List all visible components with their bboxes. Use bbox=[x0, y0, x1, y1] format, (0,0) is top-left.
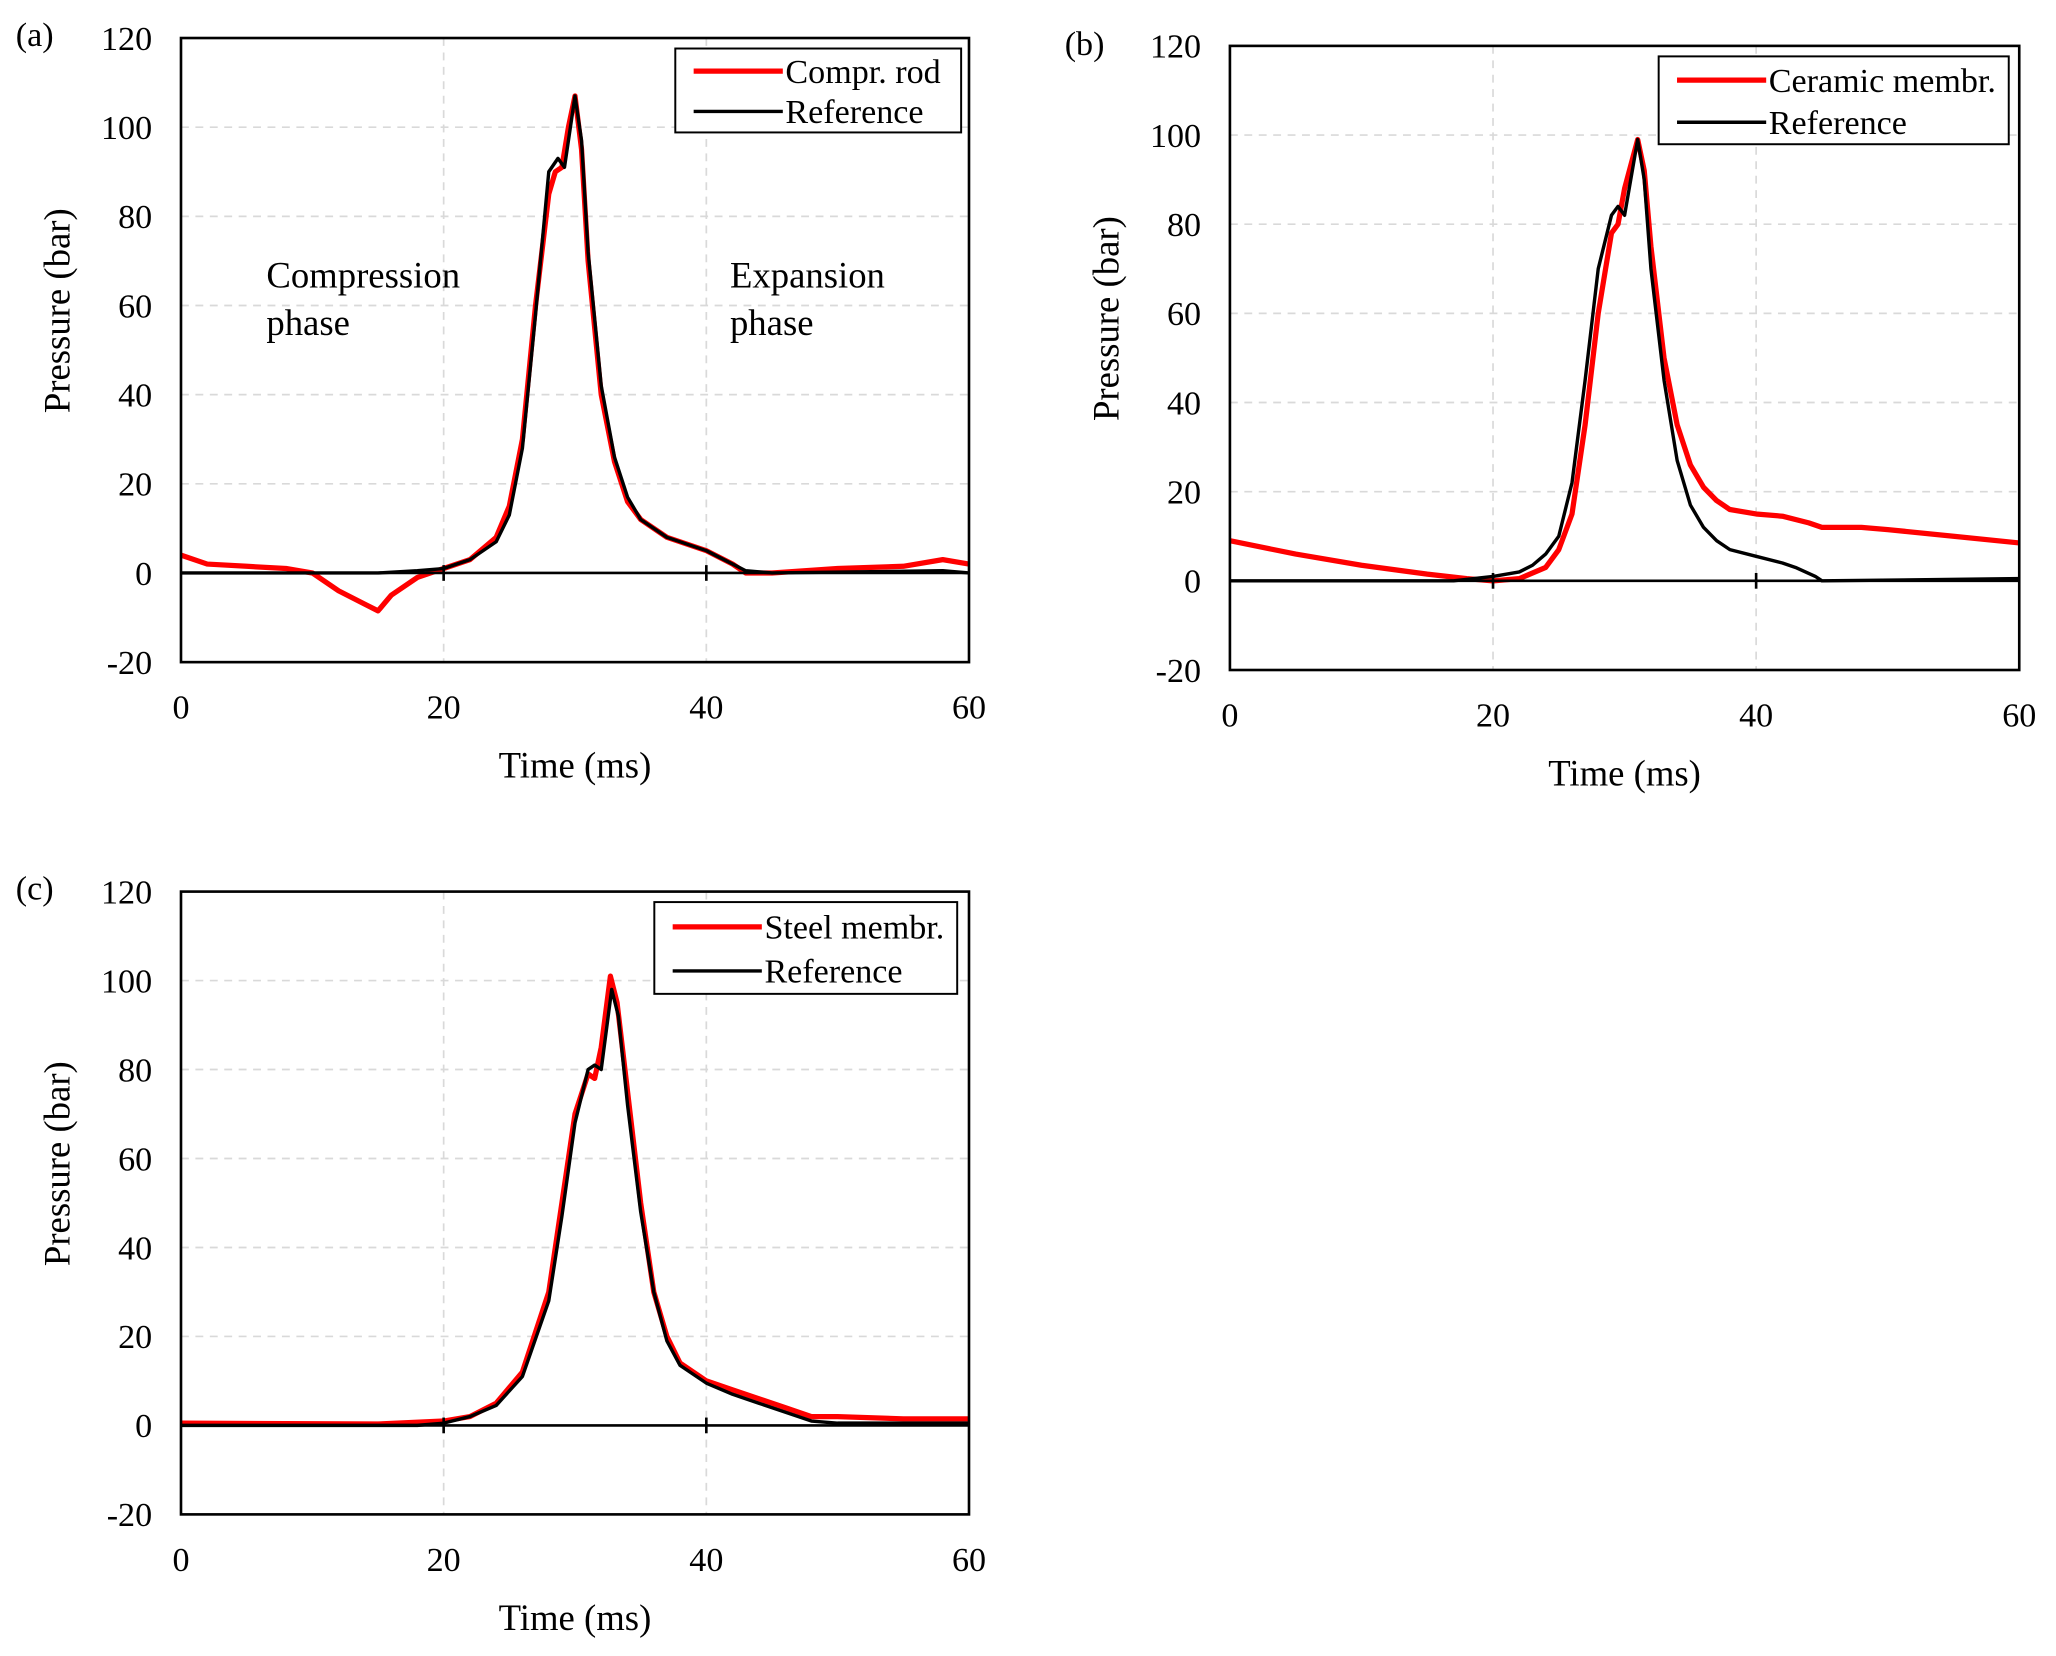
y-tick-label: -20 bbox=[107, 1497, 152, 1534]
plot-frame bbox=[179, 890, 971, 1516]
panel-label: (b) bbox=[1065, 26, 1105, 63]
y-tick-label: 60 bbox=[1167, 296, 1201, 333]
x-tick-label: 60 bbox=[2002, 697, 2036, 734]
panel-label: (a) bbox=[16, 17, 54, 54]
y-tick-label: 60 bbox=[118, 1141, 152, 1178]
y-tick-label: 40 bbox=[118, 377, 152, 414]
series-line-reference bbox=[180, 94, 970, 575]
plot-frame bbox=[1228, 44, 2021, 672]
y-tick-label: 20 bbox=[1167, 474, 1201, 511]
legend-label: Reference bbox=[1769, 105, 1907, 142]
x-tick-label: 20 bbox=[427, 1542, 461, 1579]
y-axis-label: Pressure (bar) bbox=[1085, 216, 1126, 421]
panel-label: (c) bbox=[16, 870, 54, 907]
x-axis-label: Time (ms) bbox=[499, 745, 652, 786]
y-axis-label: Pressure (bar) bbox=[37, 208, 78, 413]
legend-box bbox=[674, 47, 963, 134]
annotation-text: phase bbox=[266, 302, 350, 343]
x-tick-label: 60 bbox=[952, 690, 986, 727]
chart-panel-c: (c) -20 0 20 40 60 80 100 120 0 20 40 60 Time (ms) Pre… bbox=[16, 870, 986, 1637]
chart-panel-b: (b) -20 0 20 40 60 80 100 120 0 20 40 60 Time (ms) Pre… bbox=[1065, 26, 2037, 793]
y-tick-label: 60 bbox=[118, 288, 152, 325]
y-tick-label: 40 bbox=[118, 1230, 152, 1267]
y-tick-label: 80 bbox=[118, 1052, 152, 1089]
annotation-text: Compression bbox=[266, 255, 460, 296]
x-tick-label: 0 bbox=[172, 690, 189, 727]
y-tick-label: 100 bbox=[1150, 118, 1201, 155]
y-tick-label: 100 bbox=[101, 963, 152, 1000]
legend: Ceramic membr. Reference bbox=[1657, 55, 2010, 146]
y-tick-label: 80 bbox=[118, 199, 152, 236]
chart-panel-a: (a) -20 0 20 40 60 80 100 120 0 20 40 60 Time (ms) Pre… bbox=[16, 17, 986, 786]
legend-label: Reference bbox=[785, 94, 923, 131]
y-tick-label: -20 bbox=[1156, 653, 1201, 690]
legend-label: Steel membr. bbox=[764, 910, 944, 947]
x-axis-label: Time (ms) bbox=[1548, 752, 1701, 793]
series-line-compr-rod bbox=[180, 93, 970, 614]
series-line-reference bbox=[1229, 137, 2020, 583]
y-tick-label: 80 bbox=[1167, 207, 1201, 244]
y-tick-label: 0 bbox=[1184, 564, 1201, 601]
series-line-steel-membr- bbox=[180, 973, 969, 1427]
legend-box bbox=[1657, 55, 2010, 146]
y-tick-label: 20 bbox=[118, 1319, 152, 1356]
y-tick-label: 40 bbox=[1167, 385, 1201, 422]
x-tick-label: 0 bbox=[1221, 697, 1238, 734]
y-tick-label: 120 bbox=[101, 874, 152, 911]
legend-label: Ceramic membr. bbox=[1769, 63, 1996, 100]
legend: Steel membr. Reference bbox=[653, 901, 959, 995]
y-tick-label: 120 bbox=[1150, 29, 1201, 66]
legend-box bbox=[653, 901, 959, 995]
x-tick-label: 40 bbox=[689, 1542, 723, 1579]
y-axis-label: Pressure (bar) bbox=[37, 1061, 78, 1266]
plot-frame bbox=[179, 36, 971, 664]
x-tick-label: 0 bbox=[172, 1542, 189, 1579]
y-tick-label: 120 bbox=[101, 21, 152, 58]
annotation-text: phase bbox=[730, 302, 814, 343]
y-tick-label: 0 bbox=[135, 556, 152, 593]
y-tick-label: 20 bbox=[118, 467, 152, 504]
x-tick-label: 40 bbox=[1739, 697, 1773, 734]
legend-label: Reference bbox=[764, 954, 902, 991]
y-tick-label: 0 bbox=[135, 1408, 152, 1445]
x-axis-label: Time (ms) bbox=[499, 1597, 652, 1638]
y-tick-label: -20 bbox=[107, 645, 152, 682]
x-tick-label: 40 bbox=[689, 690, 723, 727]
x-tick-label: 20 bbox=[427, 690, 461, 727]
legend-label: Compr. rod bbox=[785, 54, 940, 91]
x-tick-label: 60 bbox=[952, 1542, 986, 1579]
series-line-reference bbox=[180, 987, 969, 1428]
annotation-text: Expansion bbox=[730, 255, 885, 296]
y-tick-label: 100 bbox=[101, 110, 152, 147]
x-tick-label: 20 bbox=[1476, 697, 1510, 734]
